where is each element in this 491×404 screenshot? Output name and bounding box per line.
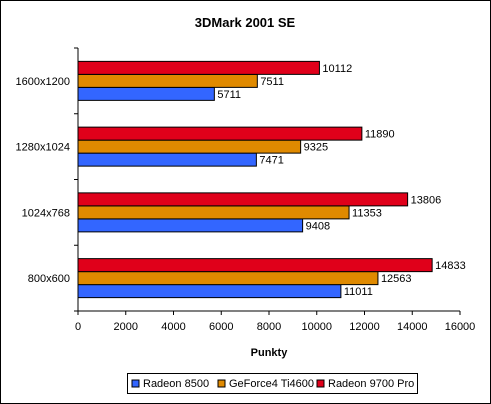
x-tick-label: 14000 [397, 321, 428, 333]
x-tick-label: 8000 [257, 321, 281, 333]
x-axis-title: Punkty [251, 347, 289, 359]
bar [77, 152, 257, 167]
data-label: 7471 [259, 155, 283, 167]
x-tick-label: 12000 [349, 321, 380, 333]
data-label: 13806 [411, 194, 442, 206]
data-label: 11353 [352, 207, 382, 219]
data-label: 11890 [365, 129, 395, 141]
y-category-label: 1024x768 [22, 207, 70, 219]
legend-label: GeForce4 Ti4600 [229, 378, 314, 390]
y-category-label: 1280x1024 [16, 142, 70, 154]
plot-area: 0 2000 4000 6000 8000 10000 12000 14000 16000 160… [16, 47, 476, 333]
bar [77, 126, 363, 141]
legend-label: Radeon 8500 [143, 378, 209, 390]
legend-swatch [217, 379, 226, 388]
legend-label: Radeon 9700 Pro [328, 378, 414, 390]
x-tick-label: 16000 [445, 321, 476, 333]
x-tick-label: 6000 [209, 321, 233, 333]
data-label: 12563 [381, 273, 412, 285]
legend: Radeon 8500 GeForce4 Ti4600 Radeon 9700 Pr… [127, 373, 418, 394]
legend-box [127, 373, 418, 394]
x-tick-label: 10000 [301, 321, 332, 333]
legend-swatch [316, 379, 325, 388]
bar [77, 192, 409, 207]
x-tick-label: 2000 [114, 321, 138, 333]
data-label: 5711 [217, 89, 241, 101]
bar [77, 258, 433, 273]
bar [77, 73, 258, 88]
data-label: 10112 [322, 63, 352, 75]
x-tick-label: 0 [75, 321, 81, 333]
data-label: 9325 [304, 142, 328, 154]
bar [77, 139, 302, 154]
bar [77, 284, 342, 299]
data-label: 14833 [435, 260, 466, 272]
bar [77, 86, 215, 101]
data-label: 9408 [306, 220, 330, 232]
x-tick-label: 4000 [161, 321, 185, 333]
bar [77, 205, 350, 220]
bar [77, 218, 304, 233]
data-label: 11011 [344, 286, 373, 298]
data-label: 7511 [260, 76, 284, 88]
chart-title: 3DMark 2001 SE [195, 15, 296, 30]
y-category-label: 1600x1200 [16, 76, 70, 88]
bar [77, 271, 379, 286]
bar [77, 60, 320, 75]
legend-swatch [131, 379, 140, 388]
y-category-label: 800x600 [28, 273, 70, 285]
